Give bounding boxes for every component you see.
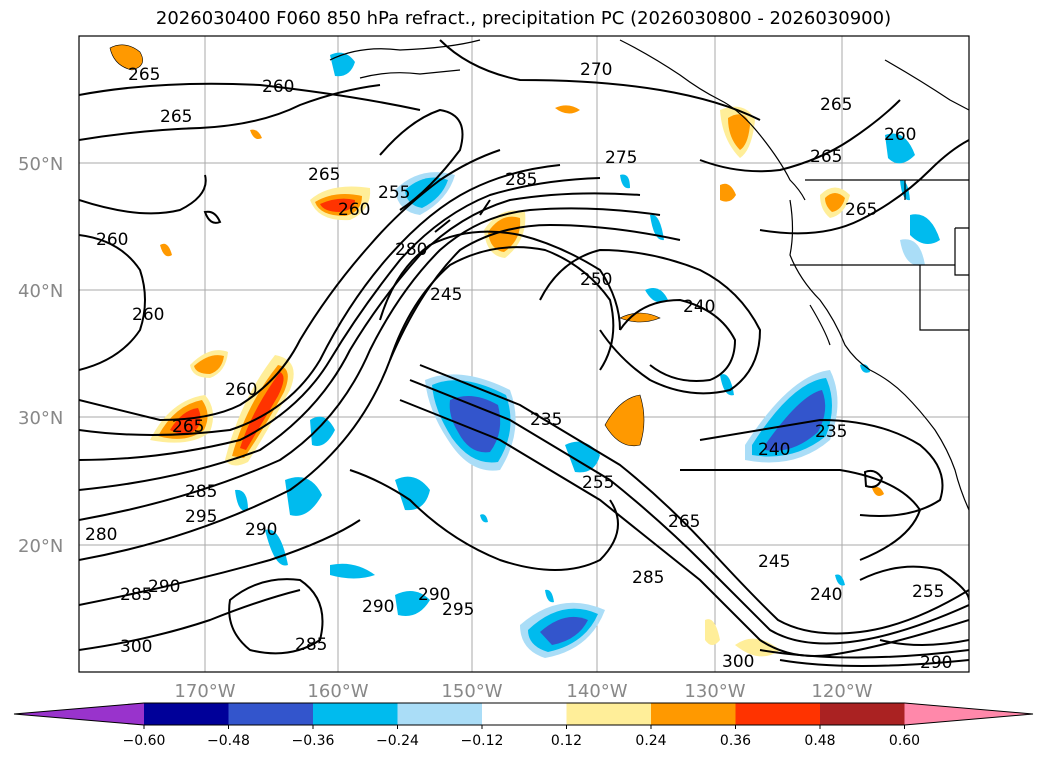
colorbar-tick-label: 0.12 xyxy=(551,733,582,749)
lat-label: 20°N xyxy=(18,536,63,557)
lat-label: 50°N xyxy=(18,154,63,175)
lon-label: 130°W xyxy=(684,681,745,702)
colorbar-segment xyxy=(397,703,483,725)
contour-label: 285 xyxy=(295,635,327,655)
longitude-labels: 170°W 160°W 150°W 140°W 130°W 120°W xyxy=(174,681,872,702)
contour-label: 260 xyxy=(262,77,294,97)
refractivity-contours xyxy=(79,39,969,667)
contour-label: 250 xyxy=(580,270,612,290)
contour-label: 295 xyxy=(185,507,217,527)
coastlines xyxy=(329,39,969,511)
contour-label: 260 xyxy=(884,125,916,145)
colorbar-tick-label: 0.36 xyxy=(720,733,751,749)
colorbar-tick-label: 0.48 xyxy=(804,733,835,749)
colorbar-segment xyxy=(14,703,144,725)
precip-positive-areas xyxy=(109,44,884,657)
colorbar-segment xyxy=(566,703,652,725)
lon-label: 150°W xyxy=(441,681,502,702)
contour-label: 300 xyxy=(722,652,754,672)
gridlines xyxy=(79,36,969,672)
contour-label: 255 xyxy=(378,183,410,203)
contour-label: 260 xyxy=(225,380,257,400)
colorbar-segment xyxy=(904,703,1033,725)
colorbar-tick-label: −0.60 xyxy=(123,733,166,749)
contour-label: 290 xyxy=(362,597,394,617)
contour-label: 265 xyxy=(128,65,160,85)
colorbar-segment xyxy=(820,703,905,725)
lon-label: 170°W xyxy=(174,681,235,702)
lon-label: 120°W xyxy=(811,681,872,702)
contour-label: 285 xyxy=(632,568,664,588)
lat-label: 30°N xyxy=(18,408,63,429)
contour-label: 290 xyxy=(920,653,952,673)
contour-label: 260 xyxy=(338,200,370,220)
colorbar: −0.60 −0.48 −0.36 −0.24 −0.12 0.12 0.24 0.36 0.4… xyxy=(13,702,1034,749)
contour-label: 285 xyxy=(185,482,217,502)
contour-label: 265 xyxy=(810,147,842,167)
contour-label: 280 xyxy=(85,525,117,545)
colorbar-segment xyxy=(228,703,314,725)
colorbar-tick-label: −0.12 xyxy=(461,733,504,749)
contour-label: 265 xyxy=(820,95,852,115)
latitude-labels: 50°N 40°N 30°N 20°N xyxy=(18,154,63,557)
colorbar-tick-label: −0.24 xyxy=(376,733,419,749)
contour-label: 265 xyxy=(172,417,204,437)
contour-label: 285 xyxy=(120,585,152,605)
contour-label: 290 xyxy=(148,577,180,597)
contour-label: 265 xyxy=(308,165,340,185)
contour-label: 245 xyxy=(430,285,462,305)
colorbar-segment xyxy=(313,703,398,725)
contour-label: 255 xyxy=(582,473,614,493)
contour-label: 300 xyxy=(120,637,152,657)
contour-label: 265 xyxy=(845,200,877,220)
contour-label: 240 xyxy=(810,585,842,605)
contour-label: 290 xyxy=(418,585,450,605)
contour-label: 235 xyxy=(815,422,847,442)
contour-label: 240 xyxy=(758,440,790,460)
precip-negative-areas xyxy=(235,52,940,658)
contour-label: 240 xyxy=(683,297,715,317)
colorbar-segment xyxy=(735,703,821,725)
contour-label: 260 xyxy=(96,230,128,250)
contour-label: 245 xyxy=(758,552,790,572)
colorbar-segment xyxy=(482,703,567,725)
contour-label: 265 xyxy=(160,107,192,127)
contour-label: 275 xyxy=(605,148,637,168)
map-title: 2026030400 F060 850 hPa refract., precip… xyxy=(155,8,892,29)
lat-label: 40°N xyxy=(18,281,63,302)
lon-label: 160°W xyxy=(307,681,368,702)
contour-label: 235 xyxy=(530,410,562,430)
contour-labels: 265 260 265 265 260 260 255 285 270 275 … xyxy=(85,60,952,673)
contour-label: 285 xyxy=(505,170,537,190)
colorbar-tick-label: −0.48 xyxy=(207,733,250,749)
colorbar-tick-label: 0.60 xyxy=(889,733,920,749)
contour-label: 265 xyxy=(668,512,700,532)
colorbar-segment xyxy=(651,703,736,725)
contour-label: 260 xyxy=(132,305,164,325)
lon-label: 140°W xyxy=(566,681,627,702)
map-border xyxy=(78,35,970,673)
contour-label: 295 xyxy=(442,600,474,620)
colorbar-tick-label: −0.36 xyxy=(292,733,335,749)
contour-label: 290 xyxy=(245,520,277,540)
contour-label: 255 xyxy=(912,582,944,602)
colorbar-tick-label: 0.24 xyxy=(635,733,666,749)
contour-label: 280 xyxy=(395,240,427,260)
colorbar-segment xyxy=(144,703,229,725)
contour-label: 270 xyxy=(580,60,612,80)
